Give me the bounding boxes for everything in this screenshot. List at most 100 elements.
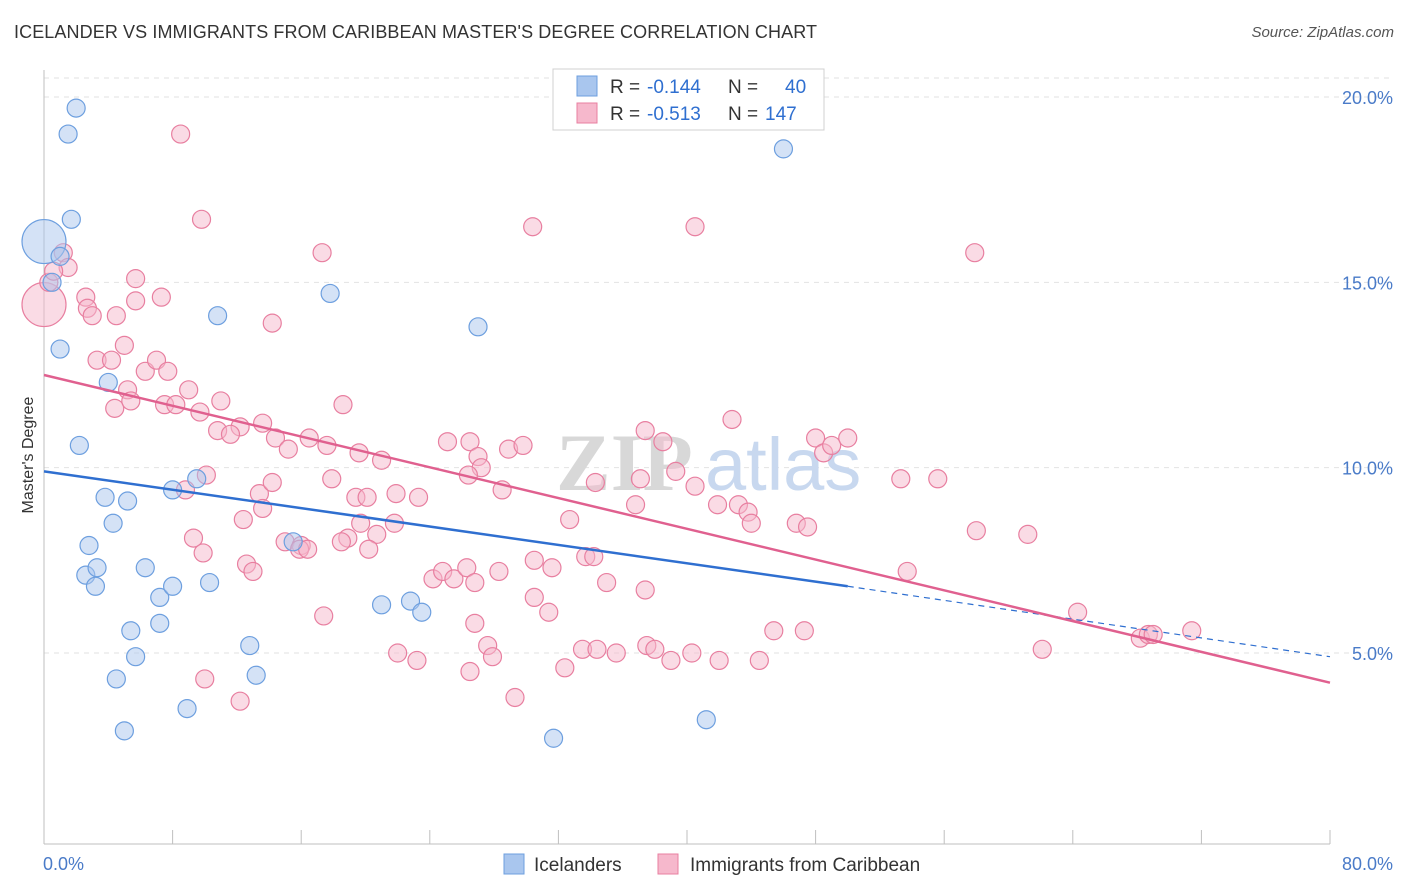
caribbean-point-25 <box>211 391 231 411</box>
icelanders-point-25 <box>199 572 220 593</box>
y-tick-label-20: 20.0% <box>1342 88 1393 108</box>
caribbean-point-45 <box>357 487 377 507</box>
caribbean-point-118 <box>764 621 784 641</box>
bottom-legend-caribbean: Immigrants from Caribbean <box>690 855 920 876</box>
caribbean-point-91 <box>359 539 379 559</box>
caribbean-point-133 <box>465 572 485 593</box>
caribbean-point-61 <box>585 472 605 493</box>
chart-title: ICELANDER VS IMMIGRANTS FROM CARIBBEAN M… <box>14 22 818 42</box>
series-caribbean-points <box>21 124 1202 711</box>
icelanders-point-30 <box>177 698 197 719</box>
caribbean-point-66 <box>666 461 686 481</box>
icelanders-point-2 <box>50 246 70 266</box>
x-tick-label-max: 80.0% <box>1342 854 1393 874</box>
caribbean-point-67 <box>685 476 705 496</box>
caribbean-point-135 <box>195 669 215 689</box>
caribbean-point-111 <box>606 643 626 663</box>
caribbean-point-107 <box>482 647 503 667</box>
axes <box>43 70 1331 845</box>
legend-swatch-caribbean <box>576 102 598 124</box>
caribbean-point-110 <box>587 639 607 659</box>
caribbean-point-96 <box>489 561 509 582</box>
caribbean-point-89 <box>314 606 334 626</box>
caribbean-point-43 <box>322 469 342 489</box>
icelanders-point-34 <box>371 595 392 615</box>
y-tick-label-15: 15.0% <box>1342 273 1393 293</box>
caribbean-point-123 <box>1032 639 1052 659</box>
icelanders-point-4 <box>66 98 86 118</box>
caribbean-point-13 <box>101 350 122 370</box>
icelanders-point-14 <box>87 558 107 578</box>
caribbean-point-78 <box>838 428 858 448</box>
caribbean-point-19 <box>105 398 125 418</box>
caribbean-point-50 <box>367 524 387 544</box>
legend-r-label-2: R = <box>610 104 640 125</box>
stats-legend: R = -0.144 N = 40 R = -0.513 N = 147 <box>552 68 825 131</box>
icelanders-point-9 <box>95 487 115 507</box>
caribbean-point-134 <box>230 691 250 711</box>
icelanders-point-28 <box>126 647 146 667</box>
icelanders-point-18 <box>187 469 207 489</box>
caribbean-point-116 <box>709 650 729 671</box>
caribbean-point-108 <box>555 658 575 678</box>
caribbean-point-105 <box>465 613 485 633</box>
caribbean-point-31 <box>278 439 298 459</box>
icelanders-point-15 <box>85 576 106 596</box>
icelanders-point-6 <box>50 339 70 359</box>
icelanders-point-16 <box>135 558 155 578</box>
caribbean-point-98 <box>542 558 562 578</box>
caribbean-point-142 <box>262 313 282 333</box>
caribbean-point-114 <box>661 650 681 671</box>
icelanders-point-26 <box>150 613 170 633</box>
caribbean-point-34 <box>333 395 353 415</box>
icelanders-point-32 <box>246 665 266 685</box>
caribbean-point-138 <box>965 243 985 263</box>
caribbean-point-84 <box>243 561 263 582</box>
caribbean-point-53 <box>460 432 480 452</box>
icelanders-point-29 <box>106 669 126 689</box>
caribbean-point-49 <box>351 513 371 533</box>
bottom-legend-swatch-caribbean <box>657 853 679 875</box>
legend-n-label-2: N = <box>728 104 758 125</box>
icelanders-point-39 <box>543 728 564 748</box>
series-icelanders-points <box>21 98 794 748</box>
caribbean-point-141 <box>171 124 191 144</box>
series-legend: Icelanders Immigrants from Caribbean <box>503 853 920 876</box>
caribbean-point-75 <box>805 428 826 448</box>
icelanders-point-20 <box>320 283 340 304</box>
icelanders-point-11 <box>103 513 123 533</box>
legend-swatch-icelanders <box>576 75 598 97</box>
icelanders-point-33 <box>283 532 303 552</box>
icelanders-point-12 <box>79 535 99 556</box>
y-axis-label: Master's Degree <box>20 396 37 513</box>
caribbean-point-80 <box>928 469 948 489</box>
source-label: Source: ZipAtlas.com <box>1251 24 1394 41</box>
caribbean-point-39 <box>233 509 253 530</box>
icelanders-point-8 <box>69 435 89 456</box>
legend-r-label-1: R = <box>610 77 640 98</box>
icelanders-point-10 <box>117 491 138 511</box>
caribbean-point-132 <box>505 687 525 708</box>
icelanders-point-22 <box>773 139 794 159</box>
caribbean-point-131 <box>388 643 408 663</box>
caribbean-point-101 <box>597 572 617 593</box>
y-tick-label-5: 5.0% <box>1352 644 1393 664</box>
icelanders-trend-line <box>43 470 848 588</box>
icelanders-point-38 <box>696 710 716 730</box>
caribbean-point-69 <box>722 409 742 430</box>
icelanders-point-3 <box>61 209 81 229</box>
trend-lines <box>43 373 1331 684</box>
caribbean-point-95 <box>457 558 477 578</box>
caribbean-point-46 <box>386 484 406 504</box>
caribbean-point-121 <box>966 521 986 541</box>
caribbean-point-137 <box>685 217 705 237</box>
caribbean-point-68 <box>707 495 728 515</box>
caribbean-point-130 <box>460 661 480 682</box>
caribbean-point-60 <box>560 509 580 530</box>
watermark-atlas: atlas <box>705 423 861 506</box>
caribbean-point-14 <box>114 335 134 355</box>
icelanders-point-24 <box>163 576 183 596</box>
caribbean-point-47 <box>408 487 429 507</box>
caribbean-trend-line <box>43 373 1331 684</box>
